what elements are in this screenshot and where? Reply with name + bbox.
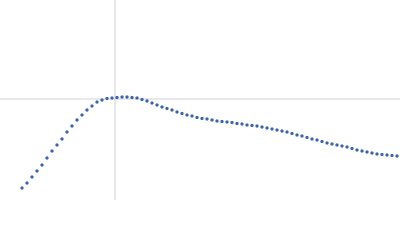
point xyxy=(110,96,114,100)
point xyxy=(190,114,194,118)
point xyxy=(185,113,189,117)
point xyxy=(150,101,154,105)
point xyxy=(160,105,164,109)
point xyxy=(330,142,334,146)
point xyxy=(220,119,224,124)
point xyxy=(215,119,219,123)
point xyxy=(80,113,84,117)
point xyxy=(230,120,234,125)
point xyxy=(260,125,264,129)
point xyxy=(45,156,49,160)
point xyxy=(120,95,124,99)
point xyxy=(340,144,344,148)
point xyxy=(155,103,159,107)
point xyxy=(255,124,259,128)
point xyxy=(325,141,329,145)
point xyxy=(115,95,119,100)
chart xyxy=(0,0,400,200)
point xyxy=(95,100,99,104)
point xyxy=(180,111,184,116)
point xyxy=(285,130,289,134)
point xyxy=(85,108,89,112)
point xyxy=(345,145,349,149)
point xyxy=(225,120,229,124)
point xyxy=(240,122,244,126)
point xyxy=(275,128,279,132)
point xyxy=(350,146,354,151)
point xyxy=(270,127,274,131)
point xyxy=(305,135,309,140)
point xyxy=(235,121,239,126)
point xyxy=(60,137,64,141)
point xyxy=(70,124,74,128)
point xyxy=(390,153,394,158)
point xyxy=(310,137,314,141)
point xyxy=(170,108,174,112)
point xyxy=(300,134,304,138)
point xyxy=(175,110,179,114)
point xyxy=(30,175,34,179)
point xyxy=(50,149,54,153)
point xyxy=(165,106,169,111)
point xyxy=(105,96,109,101)
point xyxy=(380,152,384,157)
point xyxy=(55,143,59,147)
point xyxy=(195,115,199,120)
point xyxy=(290,131,294,136)
point xyxy=(100,98,104,102)
point xyxy=(65,130,69,134)
point xyxy=(265,126,269,130)
point xyxy=(315,138,319,142)
point xyxy=(130,95,134,100)
point xyxy=(25,181,29,185)
point xyxy=(200,116,204,121)
point xyxy=(135,96,139,100)
point xyxy=(145,99,149,103)
point xyxy=(205,117,209,121)
point xyxy=(35,169,39,173)
point xyxy=(395,154,399,158)
point xyxy=(250,123,254,128)
point xyxy=(245,123,249,127)
point xyxy=(90,104,94,108)
point xyxy=(295,133,299,137)
point xyxy=(320,139,324,144)
point xyxy=(75,118,79,122)
point xyxy=(280,129,284,133)
point xyxy=(365,150,369,154)
point xyxy=(140,97,144,102)
point xyxy=(210,118,214,122)
point xyxy=(375,152,379,156)
point xyxy=(125,95,129,99)
point xyxy=(360,149,364,153)
point xyxy=(385,153,389,157)
point xyxy=(335,143,339,147)
point xyxy=(355,148,359,152)
point xyxy=(20,186,24,190)
point xyxy=(370,151,374,155)
point xyxy=(40,163,44,167)
